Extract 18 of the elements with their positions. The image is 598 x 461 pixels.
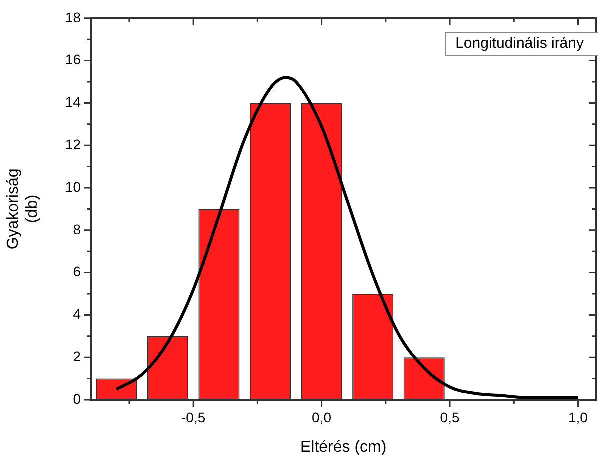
- x-tick-label: 0,5: [440, 409, 460, 426]
- y-tick-label: 14: [65, 94, 82, 110]
- x-axis-title: Eltérés (cm): [300, 438, 387, 456]
- y-tick-label: 18: [65, 9, 82, 26]
- y-tick-label: 12: [65, 136, 82, 152]
- y-tick-label: 10: [65, 178, 82, 195]
- y-tick-label: 6: [73, 264, 82, 280]
- y-tick-label: 16: [65, 52, 82, 68]
- y-axis-title: Gyakoriság (db): [5, 168, 42, 250]
- x-tick-label: 1,0: [568, 409, 588, 426]
- x-tick-label: 0,0: [312, 409, 332, 426]
- x-tick-label: -0,5: [182, 409, 206, 426]
- y-tick-label: 2: [73, 348, 82, 364]
- y-tick-label: 8: [73, 221, 82, 238]
- y-tick-label: 4: [73, 306, 82, 322]
- annotation: Longitudinális irány: [444, 32, 598, 56]
- line-series: [115, 76, 580, 400]
- y-tick-label: 0: [73, 390, 82, 407]
